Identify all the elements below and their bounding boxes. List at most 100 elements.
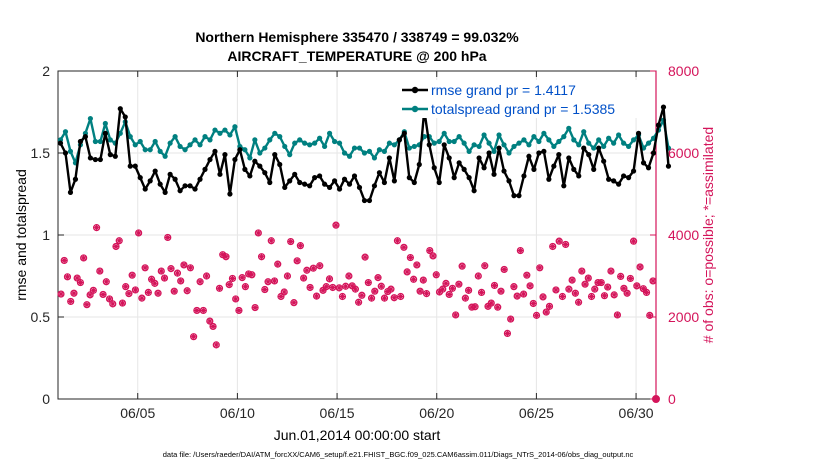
totalspread-series-point [366,148,373,154]
obs-assimilated-point [222,253,230,260]
obs-count-series [57,221,660,403]
totalspread-series-point [212,127,218,133]
obs-assimilated-point [562,241,569,248]
x-tick-label: 06/20 [419,405,454,421]
obs-assimilated-point [536,264,543,271]
obs-assimilated-point [374,274,382,281]
totalspread-series-point [526,142,532,148]
obs-assimilated-point [391,294,398,301]
obs-assimilated-point [264,278,272,285]
x-tick-label: 06/30 [619,405,654,421]
obs-assimilated-point [413,261,421,269]
rmse-series-point [645,165,652,171]
rmse-series-point [606,176,612,182]
obs-assimilated-point [329,284,336,291]
obs-assimilated-point [572,290,579,297]
obs-assimilated-point [235,307,243,314]
obs-assimilated-point [578,267,586,275]
obs-assimilated-point [604,283,611,291]
totalspread-series-point [192,137,198,143]
obs-assimilated-point [258,253,265,260]
obs-assimilated-point [274,260,281,268]
obs-assimilated-point [591,285,598,293]
obs-assimilated-point [533,312,540,319]
totalspread-series-point [511,143,517,150]
rmse-series-point [272,152,278,158]
obs-assimilated-point [323,283,330,290]
x-axis-label: Jun.01,2014 00:00:00 start [274,427,441,443]
obs-assimilated-point [287,238,294,245]
rmse-series-point [516,193,522,199]
obs-assimilated-point [488,299,495,307]
rmse-series-point [282,184,288,191]
rmse-series-point [267,179,273,186]
obs-assimilated-point [183,287,191,294]
rmse-series-point [97,156,103,163]
rmse-series-point [132,163,138,169]
obs-assimilated-point [555,237,563,245]
totalspread-series-point [252,137,258,143]
rmse-series-point [586,152,592,158]
obs-assimilated-point [365,279,372,286]
totalspread-series-point [257,150,263,156]
totalspread-series-point [277,134,283,140]
totalspread-series-point [351,145,358,151]
totalspread-series-point [561,134,567,140]
rmse-series-point [521,173,527,179]
obs-assimilated-point [64,273,71,281]
x-tick-label: 06/05 [120,405,155,421]
rmse-series-point [302,181,308,187]
totalspread-series-point [566,125,572,131]
rmse-series-point [212,148,218,154]
rmse-series-point [122,114,128,120]
obs-assimilated-point [348,282,356,290]
rmse-series-point [326,184,333,191]
obs-assimilated-point [248,271,256,278]
obs-assimilated-point [232,295,239,303]
legend-spread-marker [411,105,419,113]
obs-assimilated-point [61,257,68,264]
rmse-series-point [237,147,243,153]
rmse-series-point [541,148,547,154]
totalspread-series-point [441,130,447,136]
obs-assimilated-point [462,294,469,302]
totalspread-series-point [386,140,392,146]
obs-assimilated-point [384,288,391,295]
obs-assimilated-point [177,277,184,285]
obs-assimilated-point [319,287,327,294]
totalspread-series-point [551,143,557,150]
obs-assimilated-point [627,275,634,282]
totalspread-series-point [127,134,133,140]
obs-assimilated-point [326,275,333,283]
obs-assimilated-point [174,269,181,277]
obs-assimilated-point [387,285,395,293]
rmse-series-point [242,166,248,172]
obs-assimilated-point [90,287,97,294]
obs-assimilated-point [601,292,608,299]
obs-assimilated-point [219,251,226,258]
rmse-series-point [640,160,647,166]
obs-assimilated-point [336,284,343,292]
rmse-series [57,104,672,204]
rmse-series-point [491,171,497,177]
obs-assimilated-point [623,290,631,297]
rmse-series-point [356,184,363,191]
obs-assimilated-point [452,311,459,319]
rmse-series-point [57,140,64,146]
obs-assimilated-point [290,299,298,306]
totalspread-series-point [556,138,562,145]
totalspread-series-point [187,142,193,148]
rmse-series-point [635,130,642,136]
totalspread-series-point [62,129,69,135]
x-tick-label: 06/15 [320,405,355,421]
obs-assimilated-point [433,271,440,278]
obs-assimilated-point [552,286,560,294]
rmse-series-point [536,150,542,156]
totalspread-series-point [346,153,353,159]
rmse-series-point [416,161,422,168]
rmse-series-point [551,163,557,169]
obs-assimilated-point [216,285,223,292]
obs-assimilated-point [484,303,492,310]
rmse-series-point [257,163,263,169]
rmse-series-point [476,155,482,161]
